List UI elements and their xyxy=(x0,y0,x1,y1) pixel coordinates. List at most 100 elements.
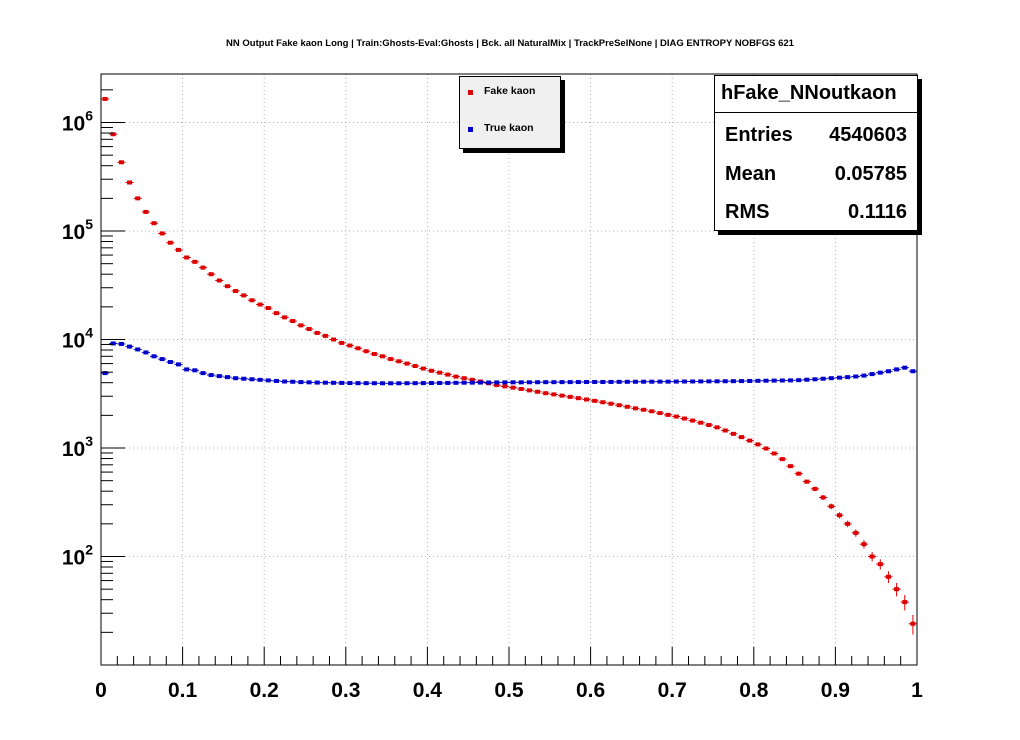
true-kaon-point xyxy=(486,380,492,385)
true-kaon-point xyxy=(518,380,524,385)
x-tick-label: 0.7 xyxy=(658,679,687,702)
true-kaon-point xyxy=(698,379,704,384)
true-kaon-point xyxy=(273,378,279,383)
fake-kaon-point xyxy=(445,372,451,377)
true-kaon-point xyxy=(559,380,565,385)
fake-kaon-point xyxy=(265,306,271,311)
fake-kaon-point xyxy=(388,357,394,362)
fake-kaon-point xyxy=(371,352,377,357)
fake-kaon-point xyxy=(306,326,312,331)
fake-kaon-point xyxy=(763,446,769,451)
fake-kaon-point xyxy=(771,451,777,456)
fake-kaon-point xyxy=(714,425,720,430)
true-kaon-point xyxy=(265,378,271,383)
true-kaon-point xyxy=(224,375,230,380)
true-kaon-point xyxy=(567,380,573,385)
grid-lines xyxy=(101,74,917,665)
entries-value: 4540603 xyxy=(829,124,907,146)
fake-kaon-point xyxy=(796,471,802,476)
true-kaon-point xyxy=(241,376,247,381)
true-kaon-point xyxy=(437,380,443,385)
fake-kaon-point xyxy=(836,513,842,518)
true-kaon-point xyxy=(477,380,483,385)
legend-marker-true-kaon xyxy=(468,127,473,132)
y-tick-label: 104 xyxy=(62,325,93,353)
fake-kaon-point xyxy=(600,400,606,405)
fake-kaon-point xyxy=(690,418,696,423)
y-tick-label: 105 xyxy=(62,216,93,244)
fake-kaon-point xyxy=(877,562,883,567)
true-kaon-point xyxy=(836,375,842,380)
true-kaon-point xyxy=(624,379,630,384)
fake-kaon-point xyxy=(730,431,736,436)
fake-kaon-point xyxy=(575,396,581,401)
true-kaon-point xyxy=(657,379,663,384)
fake-kaon-point xyxy=(592,398,598,403)
true-kaon-point xyxy=(804,377,810,382)
x-tick-label: 0 xyxy=(95,679,107,702)
true-kaon-point xyxy=(151,354,157,359)
true-kaon-point xyxy=(306,380,312,385)
true-kaon-point xyxy=(347,381,353,386)
true-kaon-point xyxy=(592,379,598,384)
true-kaon-point xyxy=(290,379,296,384)
x-tick-label: 0.6 xyxy=(576,679,605,702)
true-kaon-point xyxy=(681,379,687,384)
true-kaon-point xyxy=(208,373,214,378)
fake-kaon-point xyxy=(747,438,753,443)
fake-kaon-point xyxy=(118,160,124,165)
x-tick-label: 0.2 xyxy=(250,679,279,702)
true-kaon-point xyxy=(690,379,696,384)
stats-row-mean: Mean 0.05785 xyxy=(715,155,917,191)
true-kaon-point xyxy=(869,372,875,377)
fake-kaon-point xyxy=(861,542,867,547)
y-tick-label: 102 xyxy=(62,542,93,570)
fake-kaon-point xyxy=(584,397,590,402)
fake-kaon-point xyxy=(828,504,834,509)
fake-kaon-point xyxy=(739,435,745,440)
legend-label-fake-kaon: Fake kaon xyxy=(484,85,536,97)
fake-kaon-point xyxy=(812,486,818,491)
y-tick-label: 103 xyxy=(62,433,93,461)
true-kaon-point xyxy=(502,380,508,385)
true-kaon-point xyxy=(331,380,337,385)
fake-kaon-point xyxy=(567,394,573,399)
fake-kaon-point xyxy=(543,391,549,396)
fake-kaon-point xyxy=(257,302,263,307)
true-kaon-point xyxy=(665,379,671,384)
true-kaon-point xyxy=(714,379,720,384)
true-kaon-point xyxy=(755,378,761,383)
legend: Fake kaon True kaon xyxy=(459,76,561,149)
fake-kaon-point xyxy=(314,330,320,335)
true-kaon-point xyxy=(543,380,549,385)
fake-kaon-point xyxy=(355,346,361,351)
fake-kaon-point xyxy=(698,420,704,425)
fake-kaon-point xyxy=(461,376,467,381)
fake-kaon-point xyxy=(420,366,426,371)
true-kaon-point xyxy=(216,374,222,379)
true-kaon-point xyxy=(788,378,794,383)
true-kaon-point xyxy=(380,381,386,386)
true-kaon-point xyxy=(763,378,769,383)
true-kaon-point xyxy=(641,379,647,384)
true-kaon-point xyxy=(428,381,434,386)
true-kaon-point xyxy=(453,380,459,385)
true-kaon-point xyxy=(902,365,908,370)
fake-kaon-point xyxy=(902,600,908,605)
true-kaon-point xyxy=(649,379,655,384)
true-kaon-point xyxy=(339,380,345,385)
true-kaon-point xyxy=(412,381,418,386)
fake-kaon-point xyxy=(249,298,255,303)
true-kaon-point xyxy=(632,379,638,384)
axes: 0 0.1 0.2 0.3 0.4 0.5 0.6 0.7 0.8 0.9 1 102 103 104 10… xyxy=(62,89,923,702)
true-kaon-point xyxy=(298,380,304,385)
fake-kaon-point xyxy=(551,392,557,397)
true-kaon-point xyxy=(877,370,883,375)
true-kaon-point xyxy=(388,381,394,386)
fake-kaon-point xyxy=(176,247,182,252)
true-kaon-point xyxy=(673,379,679,384)
fake-kaon-point xyxy=(469,377,475,382)
data-points xyxy=(101,96,917,635)
histogram-name: hFake_NNoutkaon xyxy=(721,82,897,104)
fake-kaon-point xyxy=(869,554,875,559)
